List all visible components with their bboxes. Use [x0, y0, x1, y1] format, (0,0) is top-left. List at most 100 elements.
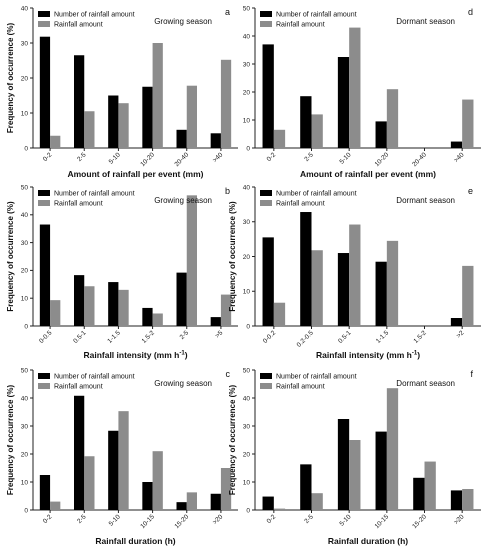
bar-number-of-rainfall	[300, 212, 312, 326]
bar-rainfall-amount	[152, 451, 163, 510]
x-tick-label: 0-2	[42, 151, 54, 163]
bar-number-of-rainfall	[176, 272, 187, 326]
panel-d: 0 10 20 30 40 50 0-2 2-5 5-10 10-20 20-40 >40 Number…	[243, 5, 481, 179]
legend-label-number: Number of rainfall amount	[276, 191, 357, 198]
bar-rainfall-amount	[462, 99, 474, 148]
x-axis-title: Rainfall intensity (mm h-1)	[83, 350, 187, 360]
bar-rainfall-amount	[118, 411, 129, 510]
bar-number-of-rainfall	[262, 44, 274, 148]
panel-e: 0 10 20 30 40 0-0.2 0.2-0.5 0.5-1 1-1.5 1.5-2 >2 Nu…	[228, 184, 481, 360]
bar-rainfall-amount	[118, 103, 129, 148]
legend-label-amount: Rainfall amount	[54, 384, 103, 391]
x-axis-title-sup: -1	[412, 351, 418, 357]
bar-number-of-rainfall	[262, 237, 274, 326]
panel-letter: e	[468, 186, 473, 196]
y-axis-title: Frequency of occurrence (%)	[228, 201, 237, 312]
y-tick-label: 30	[21, 40, 29, 47]
x-tick-label: >20	[453, 513, 466, 526]
y-axis-title: Frequency of occurrence (%)	[6, 23, 15, 134]
panel-letter: a	[225, 7, 230, 17]
x-axis-title: Amount of rainfall per event (mm)	[300, 169, 436, 179]
x-tick-label: 5-10	[108, 151, 122, 165]
bar-number-of-rainfall	[375, 431, 387, 510]
bar-number-of-rainfall	[108, 95, 119, 148]
x-tick-label: >2	[455, 329, 465, 339]
y-tick-label: 10	[21, 110, 29, 117]
x-tick-label: 0.5-1	[337, 329, 353, 345]
legend-swatch-amount	[38, 21, 50, 27]
bar-number-of-rainfall	[176, 129, 187, 148]
bar-number-of-rainfall	[450, 141, 463, 148]
bar-rainfall-amount	[84, 456, 95, 510]
legend-label-number: Number of rainfall amount	[54, 191, 135, 198]
bar-number-of-rainfall	[262, 496, 274, 510]
y-tick-label: 30	[21, 423, 29, 430]
x-tick-label: >5	[214, 329, 224, 339]
legend-swatch-amount	[260, 200, 272, 206]
bar-number-of-rainfall	[337, 57, 350, 148]
x-tick-label: 10-15	[139, 513, 156, 530]
x-tick-label: 0-2	[42, 513, 54, 525]
bar-number-of-rainfall	[375, 121, 387, 148]
bar-number-of-rainfall	[450, 490, 463, 510]
legend-swatch-number	[38, 190, 50, 196]
panel-c: 0 10 20 30 40 50 0-2 2-5 5-10 10-15 15-20 >20 Number…	[6, 367, 238, 546]
bar-rainfall-amount	[50, 501, 61, 510]
bar-rainfall-amount	[273, 508, 286, 510]
x-tick-label: 2-5	[76, 513, 88, 525]
bar-rainfall-amount	[50, 300, 61, 326]
bar-number-of-rainfall	[74, 395, 85, 510]
legend-label-amount: Rainfall amount	[54, 22, 103, 29]
bar-rainfall-amount	[186, 492, 197, 510]
y-tick-label: 50	[243, 367, 251, 374]
x-tick-label: 15-20	[173, 513, 190, 530]
bar-number-of-rainfall	[39, 475, 51, 510]
x-axis-title: Amount of rainfall per event (mm)	[67, 169, 203, 179]
y-tick-label: 40	[243, 395, 251, 402]
x-tick-label: 5-10	[338, 151, 352, 165]
x-axis-title-main: Rainfall duration (h)	[95, 536, 175, 546]
y-tick-label: 0	[24, 323, 28, 330]
bar-number-of-rainfall	[210, 317, 221, 326]
x-axis-title-main: Amount of rainfall per event (mm)	[67, 169, 203, 179]
legend-swatch-amount	[38, 200, 50, 206]
y-tick-label: 10	[21, 479, 29, 486]
panel-f: 0 10 20 30 40 50 0-2 2-5 5-10 10-15 15-20 >20 Number…	[228, 367, 481, 546]
bar-number-of-rainfall	[74, 55, 85, 148]
bar-number-of-rainfall	[108, 430, 119, 510]
y-tick-label: 0	[246, 145, 250, 152]
x-tick-label: 2-5	[179, 329, 191, 341]
legend-swatch-number	[260, 11, 272, 17]
season-label: Dormant season	[396, 196, 455, 205]
bar-number-of-rainfall	[413, 477, 425, 510]
bar-rainfall-amount	[220, 294, 232, 326]
y-tick-label: 20	[243, 451, 251, 458]
y-tick-label: 50	[243, 5, 251, 12]
y-tick-label: 30	[243, 61, 251, 68]
bar-rainfall-amount	[386, 240, 399, 326]
y-tick-label: 0	[246, 507, 250, 514]
bar-number-of-rainfall	[450, 318, 463, 326]
y-axis-title: Frequency of occurrence (%)	[6, 385, 15, 496]
y-tick-label: 20	[21, 451, 29, 458]
x-tick-label: >40	[453, 151, 466, 164]
x-axis-title-main: Rainfall intensity (mm h	[316, 350, 412, 360]
bar-number-of-rainfall	[210, 133, 221, 148]
legend-swatch-number	[260, 373, 272, 379]
y-tick-label: 10	[243, 289, 251, 296]
x-tick-label: 1-1.5	[106, 329, 122, 345]
x-tick-label: 2-5	[303, 151, 315, 163]
legend-swatch-amount	[38, 383, 50, 389]
bar-rainfall-amount	[50, 135, 61, 148]
y-axis-title: Frequency of occurrence (%)	[228, 385, 237, 496]
y-tick-label: 50	[21, 367, 29, 374]
bar-rainfall-amount	[84, 111, 95, 148]
bar-number-of-rainfall	[337, 253, 350, 326]
bar-rainfall-amount	[462, 265, 474, 326]
x-tick-label: 20-40	[411, 151, 428, 168]
bar-rainfall-amount	[311, 114, 323, 148]
bar-rainfall-amount	[118, 289, 129, 326]
bar-rainfall-amount	[462, 489, 474, 510]
bar-rainfall-amount	[349, 224, 361, 326]
bar-number-of-rainfall	[108, 282, 119, 326]
